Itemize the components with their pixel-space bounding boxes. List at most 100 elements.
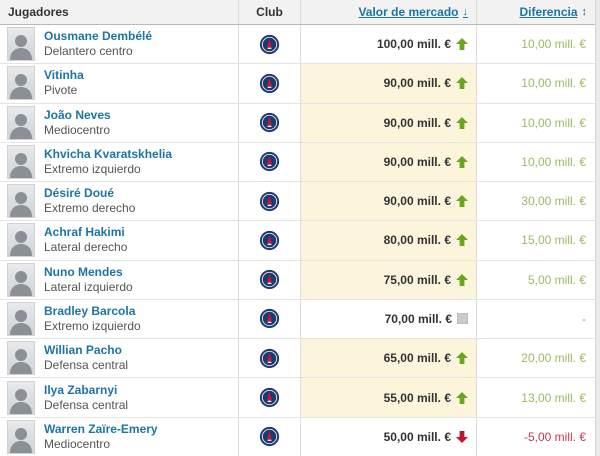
psg-crest-icon[interactable]: [259, 348, 280, 369]
market-value-cell: 90,00 mill. €: [300, 182, 476, 221]
player-photo[interactable]: [7, 144, 35, 179]
psg-crest-icon[interactable]: [259, 191, 280, 212]
table-row: Nuno Mendes Lateral izquierdo 75,00 mill…: [0, 260, 595, 300]
person-silhouette-icon: [10, 35, 32, 61]
player-cell: Khvicha Kvaratskhelia Extremo izquierdo: [0, 143, 238, 181]
club-cell: [238, 182, 300, 221]
club-cell: [238, 64, 300, 103]
header-difference: Diferencia ↕: [476, 0, 595, 24]
player-cell: Désiré Doué Extremo derecho: [0, 182, 238, 220]
player-name-link[interactable]: Willian Pacho: [44, 343, 122, 358]
player-position: Defensa central: [44, 358, 129, 373]
person-silhouette-icon: [10, 231, 32, 257]
player-position: Extremo derecho: [44, 201, 136, 216]
table-body: Ousmane Dembélé Delantero centro 100,00 …: [0, 25, 595, 456]
person-silhouette-icon: [10, 427, 32, 453]
person-silhouette-icon: [10, 152, 32, 178]
player-name-link[interactable]: Warren Zaïre-Emery: [44, 421, 158, 436]
player-position: Extremo izquierdo: [44, 318, 141, 333]
player-name-link[interactable]: João Neves: [44, 107, 111, 122]
player-name-link[interactable]: Achraf Hakimi: [44, 225, 125, 240]
difference-cell: 13,00 mill. €: [476, 378, 595, 417]
player-position: Extremo izquierdo: [44, 161, 141, 176]
table-row: Khvicha Kvaratskhelia Extremo izquierdo …: [0, 142, 595, 183]
market-value-cell: 90,00 mill. €: [300, 103, 476, 142]
market-value-text: 50,00 mill. €: [383, 429, 451, 444]
player-name-link[interactable]: Désiré Doué: [44, 186, 115, 201]
player-name-link[interactable]: Vitinha: [44, 68, 84, 83]
player-photo[interactable]: [7, 419, 35, 454]
psg-crest-icon[interactable]: [259, 230, 280, 251]
psg-crest-icon[interactable]: [259, 34, 280, 55]
club-cell: [238, 142, 300, 182]
table-header-row: Jugadores Club Valor de mercado ↓ Difere…: [0, 0, 595, 25]
player-photo[interactable]: [7, 27, 35, 62]
person-silhouette-icon: [10, 192, 32, 218]
psg-crest-icon[interactable]: [259, 426, 280, 447]
player-cell: Warren Zaïre-Emery Mediocentro: [0, 418, 238, 456]
club-cell: [238, 103, 300, 142]
player-cell: Willian Pacho Defensa central: [0, 339, 238, 377]
club-cell: [238, 260, 300, 299]
player-photo[interactable]: [7, 66, 35, 101]
player-name-link[interactable]: Bradley Barcola: [44, 303, 136, 318]
player-name-block: Vitinha Pivote: [44, 69, 84, 97]
psg-crest-icon[interactable]: [259, 151, 280, 172]
difference-text: 10,00 mill. €: [521, 154, 586, 169]
table-row: Bradley Barcola Extremo izquierdo 70,00 …: [0, 299, 595, 340]
difference-cell: 10,00 mill. €: [476, 103, 595, 142]
market-value-text: 100,00 mill. €: [376, 37, 451, 52]
table-row: Ilya Zabarnyi Defensa central 55,00 mill…: [0, 378, 595, 418]
player-name-block: Khvicha Kvaratskhelia Extremo izquierdo: [44, 146, 173, 176]
player-photo[interactable]: [7, 105, 35, 140]
player-photo[interactable]: [7, 301, 35, 336]
value-up-arrow-icon: [456, 38, 468, 51]
player-photo[interactable]: [7, 380, 35, 415]
player-photo[interactable]: [7, 262, 35, 297]
player-name-link[interactable]: Khvicha Kvaratskhelia: [44, 146, 173, 161]
player-name-block: Bradley Barcola Extremo izquierdo: [44, 303, 141, 333]
player-cell: Nuno Mendes Lateral izquierdo: [0, 261, 238, 299]
difference-sort-link[interactable]: Diferencia: [519, 5, 578, 19]
difference-cell: 15,00 mill. €: [476, 221, 595, 260]
player-position: Mediocentro: [44, 122, 111, 137]
player-position: Pivote: [44, 83, 78, 98]
market-value-cell: 100,00 mill. €: [300, 25, 476, 64]
market-value-text: 70,00 mill. €: [384, 311, 452, 326]
market-value-text: 65,00 mill. €: [383, 351, 451, 366]
difference-text: -5,00 mill. €: [523, 429, 586, 444]
person-silhouette-icon: [10, 270, 32, 296]
value-up-arrow-icon: [456, 77, 468, 90]
sort-descending-icon[interactable]: ↓: [462, 5, 468, 18]
header-players: Jugadores: [8, 5, 69, 19]
player-name-link[interactable]: Ousmane Dembélé: [44, 29, 153, 44]
player-photo[interactable]: [7, 223, 35, 258]
value-up-arrow-icon: [456, 195, 468, 208]
player-cell: Ilya Zabarnyi Defensa central: [0, 378, 238, 416]
player-cell: Vitinha Pivote: [0, 64, 238, 102]
table-row: Achraf Hakimi Lateral derecho 80,00 mill…: [0, 221, 595, 261]
sort-both-icon[interactable]: ↕: [581, 6, 588, 18]
player-name-link[interactable]: Nuno Mendes: [44, 264, 123, 279]
player-photo[interactable]: [7, 341, 35, 376]
difference-text: 20,00 mill. €: [521, 351, 586, 366]
psg-crest-icon[interactable]: [259, 269, 280, 290]
psg-crest-icon[interactable]: [259, 73, 280, 94]
psg-crest-icon[interactable]: [259, 308, 280, 329]
header-market-value: Valor de mercado ↓: [300, 0, 476, 24]
value-up-arrow-icon: [456, 391, 468, 404]
player-name-link[interactable]: Ilya Zabarnyi: [44, 382, 118, 397]
player-position: Delantero centro: [44, 44, 133, 59]
difference-text: 10,00 mill. €: [521, 37, 586, 52]
market-value-text: 55,00 mill. €: [383, 390, 451, 405]
person-silhouette-icon: [10, 349, 32, 375]
market-value-text: 75,00 mill. €: [383, 272, 451, 287]
player-name-block: Warren Zaïre-Emery Mediocentro: [44, 421, 158, 451]
psg-crest-icon[interactable]: [259, 112, 280, 133]
market-value-cell: 65,00 mill. €: [300, 339, 476, 378]
psg-crest-icon[interactable]: [259, 387, 280, 408]
market-value-sort-link[interactable]: Valor de mercado: [358, 5, 459, 19]
market-value-cell: 90,00 mill. €: [300, 64, 476, 103]
player-photo[interactable]: [7, 184, 35, 219]
club-cell: [238, 221, 300, 260]
